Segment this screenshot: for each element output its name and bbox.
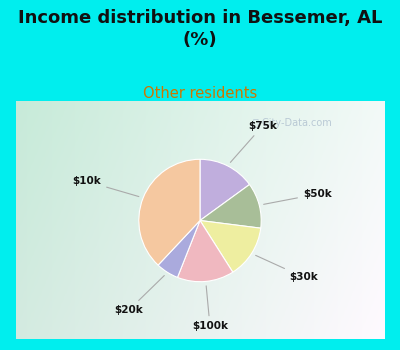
Wedge shape [200, 184, 261, 228]
Text: Other residents: Other residents [143, 86, 257, 101]
Text: $10k: $10k [72, 176, 139, 197]
Text: $20k: $20k [114, 275, 164, 315]
Text: $50k: $50k [264, 189, 332, 204]
Text: $100k: $100k [192, 286, 228, 331]
Wedge shape [158, 220, 200, 278]
Wedge shape [200, 159, 250, 220]
Text: $30k: $30k [256, 256, 318, 282]
Wedge shape [200, 220, 261, 272]
Wedge shape [139, 159, 200, 265]
Text: $75k: $75k [230, 121, 277, 162]
Text: ⓘ City-Data.com: ⓘ City-Data.com [253, 118, 331, 128]
Wedge shape [178, 220, 233, 282]
Text: Income distribution in Bessemer, AL
(%): Income distribution in Bessemer, AL (%) [18, 9, 382, 49]
